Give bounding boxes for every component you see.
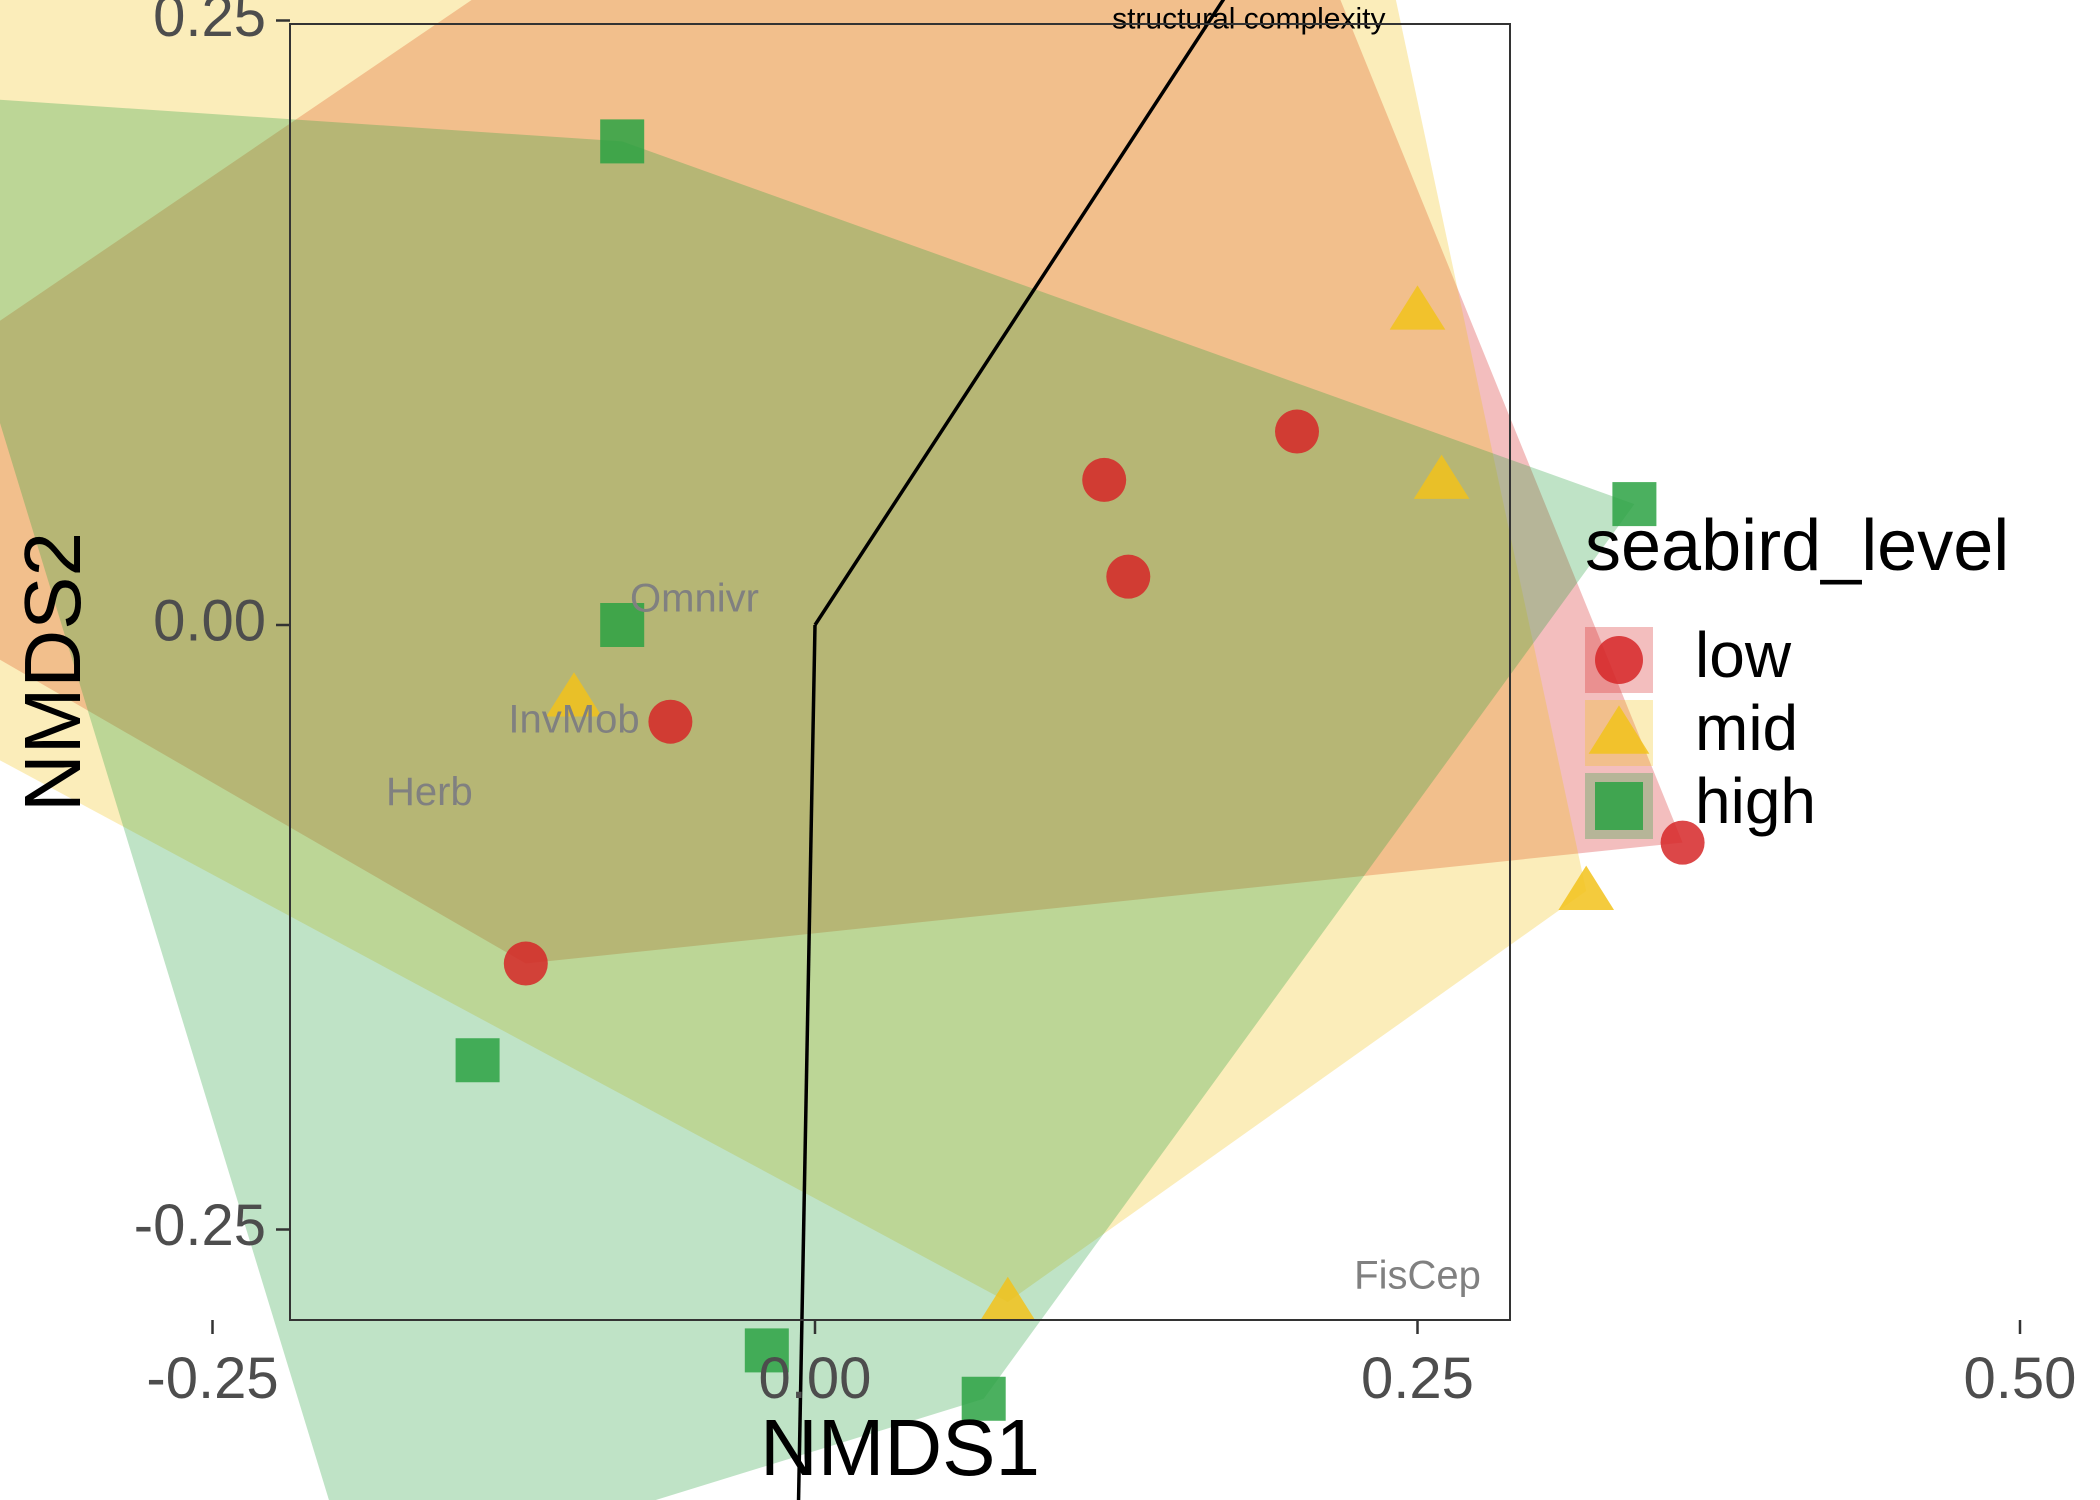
points-layer <box>455 119 1705 1421</box>
y-tick-label: -0.25 <box>134 1193 266 1258</box>
legend-marker-high <box>1595 782 1643 830</box>
point-mid <box>1413 454 1470 499</box>
point-mid <box>1389 285 1446 330</box>
point-high <box>1612 482 1657 527</box>
point-high <box>600 603 645 647</box>
hull-layer <box>0 0 1683 1500</box>
panel-border <box>289 23 1511 1321</box>
x-axis-title: NMDS1 <box>760 1403 1040 1492</box>
hull-high <box>0 99 1635 1500</box>
point-mid <box>546 672 602 717</box>
vectors-layer: structural complexityalgae n15 <box>796 0 1386 1500</box>
species-label: Herb <box>386 770 473 814</box>
species-label: InvMob <box>508 697 639 741</box>
point-low <box>648 699 693 744</box>
x-tick-label: -0.25 <box>146 1346 278 1411</box>
point-mid <box>1558 865 1615 910</box>
x-tick-label: 0.25 <box>1361 1346 1474 1411</box>
point-low <box>1106 554 1151 599</box>
hull-low <box>0 0 1683 964</box>
x-tick-label: 0.50 <box>1964 1346 2077 1411</box>
legend-label-low: low <box>1695 619 1792 691</box>
vector-label-1: structural complexity <box>1112 2 1385 35</box>
point-high <box>455 1038 500 1083</box>
y-tick-label: 0.25 <box>153 0 266 49</box>
point-high <box>961 1376 1006 1421</box>
point-mid <box>979 1276 1036 1322</box>
point-high <box>600 119 645 164</box>
point-low <box>1275 409 1319 454</box>
x-tick-label: 0.00 <box>759 1346 872 1411</box>
legend-marker-low <box>1595 636 1643 684</box>
species-labels-layer: PlktivInvSesOmnivrInvMobHerbFisCep <box>386 576 1481 1297</box>
hull-mid <box>0 0 1587 1302</box>
legend-title: seabird_level <box>1585 506 2009 586</box>
point-high <box>744 1328 789 1373</box>
species-label: FisCep <box>1354 1253 1481 1297</box>
point-low <box>503 941 548 986</box>
legend-marker-mid <box>1588 705 1650 754</box>
point-low <box>1082 457 1127 502</box>
species-label: Omnivr <box>630 576 759 620</box>
vector-line-1 <box>813 0 1226 626</box>
y-tick-label: 0.00 <box>153 588 266 653</box>
legend-label-mid: mid <box>1695 692 1798 764</box>
legend-label-high: high <box>1695 765 1816 837</box>
y-axis-title: NMDS2 <box>8 532 97 812</box>
point-low <box>1660 820 1705 865</box>
vector-line-2 <box>796 624 817 1500</box>
